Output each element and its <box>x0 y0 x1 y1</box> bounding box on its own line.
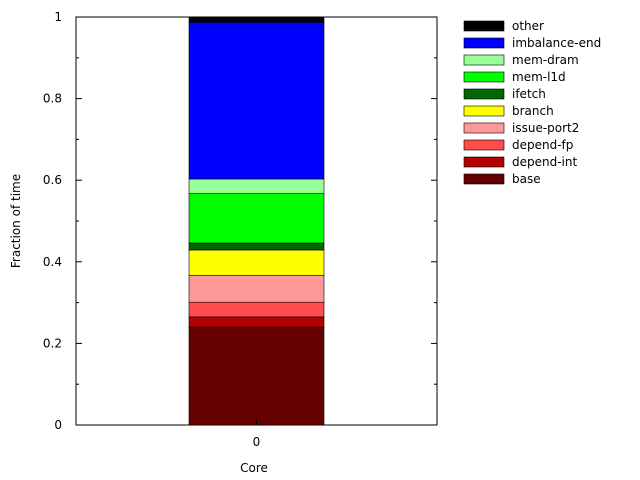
legend-label-ifetch: ifetch <box>512 87 546 101</box>
bar-segment-ifetch <box>188 242 325 251</box>
legend: other imbalance-end mem-dram mem-l1d ifetch b… <box>463 19 601 186</box>
x-axis: 0 <box>253 17 261 449</box>
legend-swatch-mem-dram <box>463 54 505 66</box>
legend-label-depend-fp: depend-fp <box>512 138 573 152</box>
legend-label-base: base <box>512 172 541 186</box>
y-axis: 0 0.2 0.4 0.6 0.8 1 <box>43 10 437 432</box>
legend-swatch-mem-l1d <box>463 71 505 83</box>
legend-label-issue-port2: issue-port2 <box>512 121 579 135</box>
bar-stack <box>188 16 325 426</box>
legend-swatch-issue-port2 <box>463 122 505 134</box>
bar-segment-branch <box>188 249 325 276</box>
bar-segment-depend-fp <box>188 301 325 318</box>
bar-segment-imbalance-end <box>188 22 325 180</box>
legend-label-depend-int: depend-int <box>512 155 577 169</box>
legend-swatch-depend-int <box>463 156 505 168</box>
y-tick-label: 0.4 <box>43 255 62 269</box>
y-tick-label: 0.6 <box>43 173 62 187</box>
x-tick-label: 0 <box>253 435 261 449</box>
bar-segment-issue-port2 <box>188 274 325 303</box>
bar-segment-base <box>188 326 325 426</box>
bar-segment-depend-int <box>188 316 325 328</box>
legend-label-other: other <box>512 19 544 33</box>
x-axis-label: Core <box>240 461 268 475</box>
legend-swatch-imbalance-end <box>463 37 505 49</box>
legend-swatch-depend-fp <box>463 139 505 151</box>
legend-swatch-branch <box>463 105 505 117</box>
y-tick-label: 0.8 <box>43 92 62 106</box>
y-tick-label: 0 <box>54 418 62 432</box>
legend-swatch-base <box>463 173 505 185</box>
bar-segment-mem-l1d <box>188 193 325 244</box>
bar-segment-mem-dram <box>188 178 325 194</box>
legend-label-mem-l1d: mem-l1d <box>512 70 566 84</box>
y-tick-label: 0.2 <box>43 336 62 350</box>
legend-swatch-other <box>463 20 505 32</box>
legend-label-imbalance-end: imbalance-end <box>512 36 601 50</box>
legend-swatch-ifetch <box>463 88 505 100</box>
legend-label-mem-dram: mem-dram <box>512 53 579 67</box>
y-axis-label: Fraction of time <box>9 174 23 268</box>
legend-label-branch: branch <box>512 104 554 118</box>
y-tick-label: 1 <box>54 10 62 24</box>
